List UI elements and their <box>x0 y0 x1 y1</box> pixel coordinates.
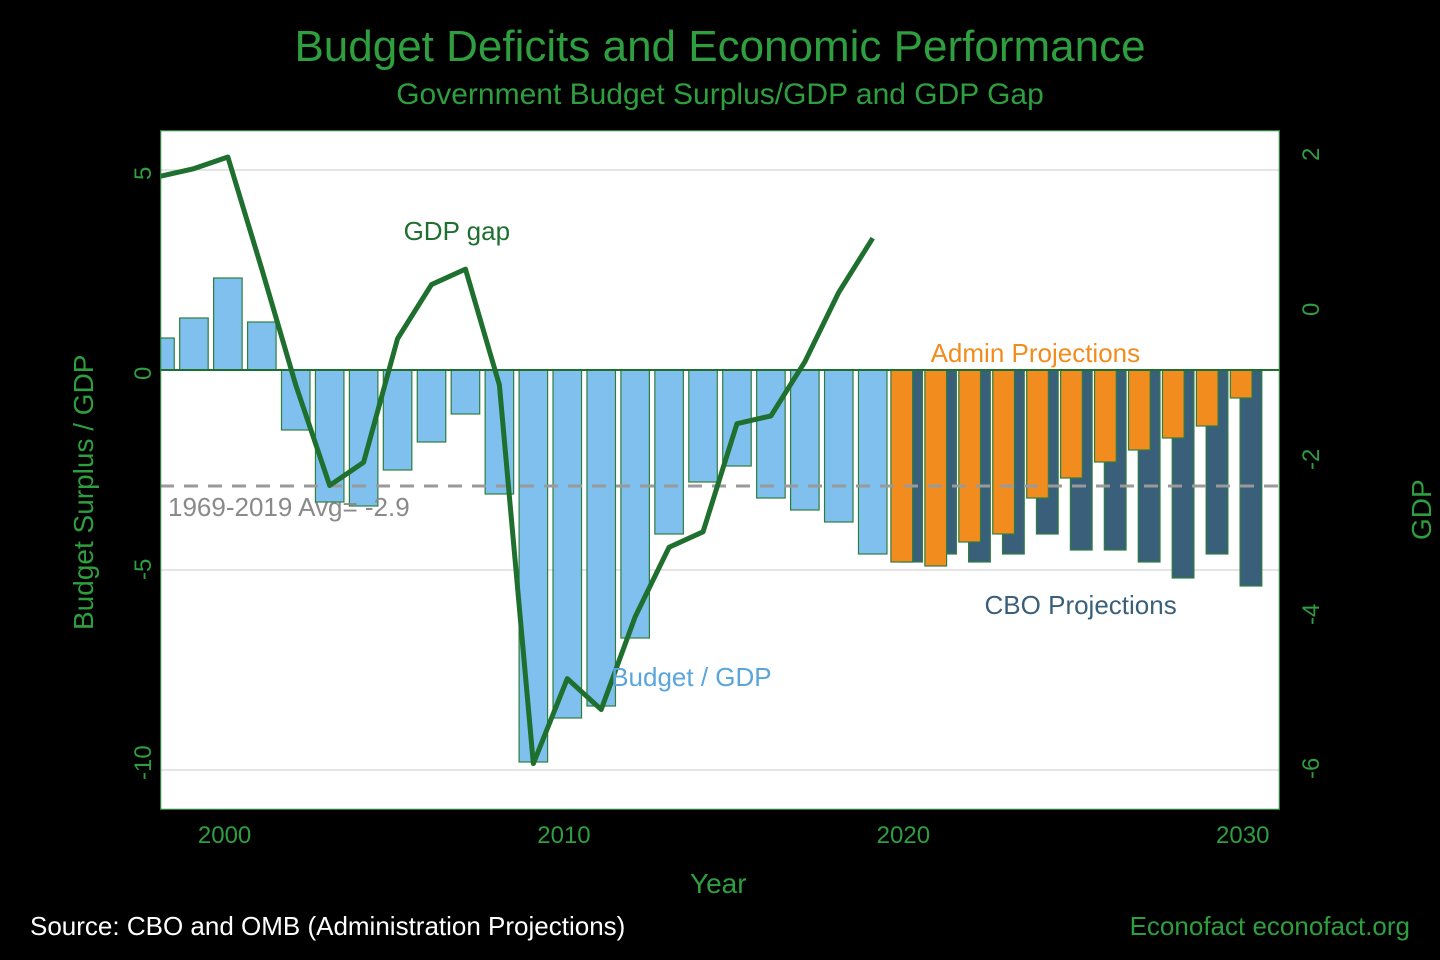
chart-svg <box>160 130 1280 810</box>
axis-tick-label: 2020 <box>877 822 930 850</box>
x-axis-label: Year <box>690 868 747 900</box>
gdp-gap-annotation: GDP gap <box>404 216 510 247</box>
plot-area <box>160 130 1280 810</box>
budget-gdp-annotation: Budget / GDP <box>611 662 771 693</box>
admin-proj-annotation: Admin Projections <box>931 338 1141 369</box>
y-right-tick: 2 <box>1298 148 1326 161</box>
axis-tick-label: 2030 <box>1216 822 1269 850</box>
page-title: Budget Deficits and Economic Performance <box>0 22 1440 72</box>
y-right-tick: -2 <box>1298 449 1326 470</box>
brand-label: Econofact econofact.org <box>1130 911 1410 942</box>
y-right-axis-label: GDP Gap <box>1406 480 1440 540</box>
y-right-tick: -4 <box>1298 603 1326 624</box>
source-label: Source: CBO and OMB (Administration Proj… <box>30 911 625 942</box>
y-left-tick: 0 <box>130 367 158 380</box>
axis-tick-label: 2000 <box>198 822 251 850</box>
y-right-tick: -6 <box>1298 758 1326 779</box>
y-left-axis-label: Budget Surplus / GDP <box>68 355 100 630</box>
y-right-tick: 0 <box>1298 302 1326 315</box>
avg-line-annotation: 1969-2019 Avg= -2.9 <box>168 492 410 523</box>
y-left-tick: -10 <box>130 745 158 780</box>
page-subtitle: Government Budget Surplus/GDP and GDP Ga… <box>0 78 1440 112</box>
y-left-tick: 5 <box>130 167 158 180</box>
axis-tick-label: 2010 <box>537 822 590 850</box>
chart-container: Budget Deficits and Economic Performance… <box>0 0 1440 960</box>
y-left-tick: -5 <box>130 559 158 580</box>
cbo-proj-annotation: CBO Projections <box>985 590 1177 621</box>
